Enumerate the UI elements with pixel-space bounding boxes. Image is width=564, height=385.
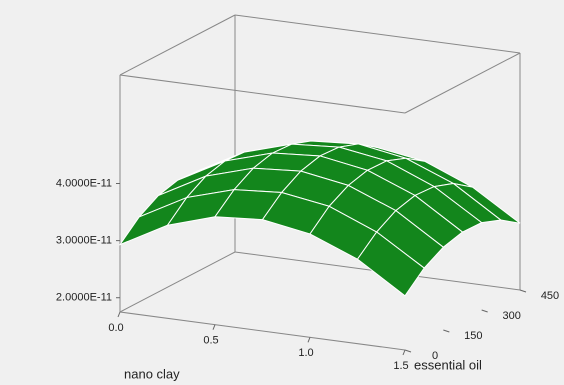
x-tick (117, 311, 121, 318)
x-tick-label: 1.0 (298, 347, 313, 359)
box-edge (119, 74, 406, 114)
x-tick-label: 0.5 (203, 335, 218, 347)
y-axis-label: essential oil (414, 357, 482, 372)
box-edge (234, 14, 521, 54)
x-tick (307, 337, 311, 343)
z-tick-label: 3.0000E-11 (56, 235, 112, 247)
box-edge (119, 251, 236, 313)
box-edge (119, 311, 406, 351)
y-tick (404, 349, 412, 353)
box (119, 14, 521, 351)
y-tick-label: 300 (502, 310, 520, 322)
box-edge (119, 14, 236, 76)
y-tick-label: 150 (464, 330, 482, 342)
box-edge (404, 52, 521, 114)
y-tick-label: 450 (541, 290, 559, 302)
y-tick (481, 309, 488, 313)
x-tick (402, 349, 406, 356)
surface-patch (356, 231, 425, 297)
y-tick (443, 329, 450, 333)
x-tick-label: 0.0 (108, 322, 123, 334)
z-tick-label: 2.0000E-11 (56, 292, 112, 304)
surface (118, 140, 521, 297)
x-tick-label: 1.5 (393, 360, 408, 372)
y-tick-label: 0 (432, 350, 438, 362)
z-tick-label: 4.0000E-11 (56, 177, 112, 189)
y-tick (519, 289, 527, 293)
x-axis-label: nano clay (124, 366, 180, 381)
x-tick (212, 324, 216, 330)
ticks: 2.0000E-11 3.0000E-11 4.0000E-11 0.0 0.5 1.0 1… (56, 177, 559, 371)
